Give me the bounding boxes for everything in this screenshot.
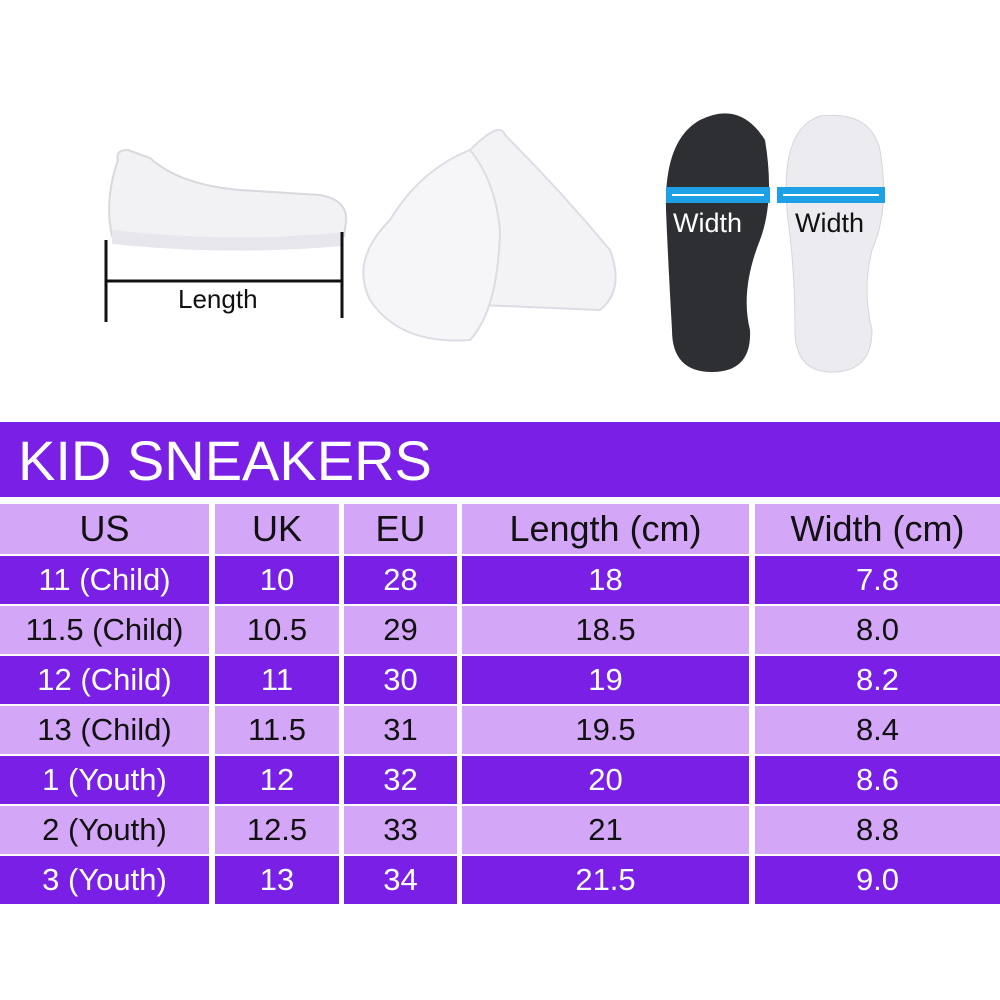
shoe-illustration: [104, 113, 885, 373]
header-width: Width (cm): [755, 504, 1000, 554]
cell-uk: 11: [215, 656, 339, 704]
length-label: Length: [178, 284, 258, 314]
cell-uk: 13: [215, 856, 339, 904]
cell-uk: 12: [215, 756, 339, 804]
cell-us: 12 (Child): [0, 656, 209, 704]
light-sole: [785, 114, 885, 373]
cell-eu: 32: [344, 756, 457, 804]
cell-eu: 29: [344, 606, 457, 654]
cell-uk: 12.5: [215, 806, 339, 854]
header-uk: UK: [215, 504, 339, 554]
cell-length: 20: [462, 756, 749, 804]
cell-length: 21: [462, 806, 749, 854]
cell-uk: 10: [215, 556, 339, 604]
cell-length: 21.5: [462, 856, 749, 904]
cell-eu: 31: [344, 706, 457, 754]
cell-eu: 30: [344, 656, 457, 704]
cell-uk: 11.5: [215, 706, 339, 754]
pair-shoes: [362, 129, 617, 342]
header-us: US: [0, 504, 209, 554]
length-measure-line: [104, 232, 344, 322]
cell-us: 3 (Youth): [0, 856, 209, 904]
header-length: Length (cm): [462, 504, 749, 554]
cell-eu: 33: [344, 806, 457, 854]
cell-eu: 28: [344, 556, 457, 604]
cell-width: 8.8: [755, 806, 1000, 854]
cell-us: 1 (Youth): [0, 756, 209, 804]
cell-length: 19: [462, 656, 749, 704]
page-title: KID SNEAKERS: [18, 429, 432, 492]
header-eu: EU: [344, 504, 457, 554]
cell-length: 18.5: [462, 606, 749, 654]
dark-sole: [665, 113, 769, 372]
cell-length: 19.5: [462, 706, 749, 754]
cell-width: 7.8: [755, 556, 1000, 604]
cell-us: 11.5 (Child): [0, 606, 209, 654]
cell-eu: 34: [344, 856, 457, 904]
title-banner: KID SNEAKERS: [0, 422, 1000, 497]
cell-width: 8.2: [755, 656, 1000, 704]
width-label-light: Width: [795, 208, 865, 238]
cell-us: 2 (Youth): [0, 806, 209, 854]
cell-width: 8.6: [755, 756, 1000, 804]
cell-width: 9.0: [755, 856, 1000, 904]
cell-length: 18: [462, 556, 749, 604]
side-view-shoe: [108, 148, 348, 251]
cell-uk: 10.5: [215, 606, 339, 654]
cell-width: 8.0: [755, 606, 1000, 654]
cell-us: 11 (Child): [0, 556, 209, 604]
cell-us: 13 (Child): [0, 706, 209, 754]
width-label-dark: Width: [673, 208, 743, 238]
cell-width: 8.4: [755, 706, 1000, 754]
